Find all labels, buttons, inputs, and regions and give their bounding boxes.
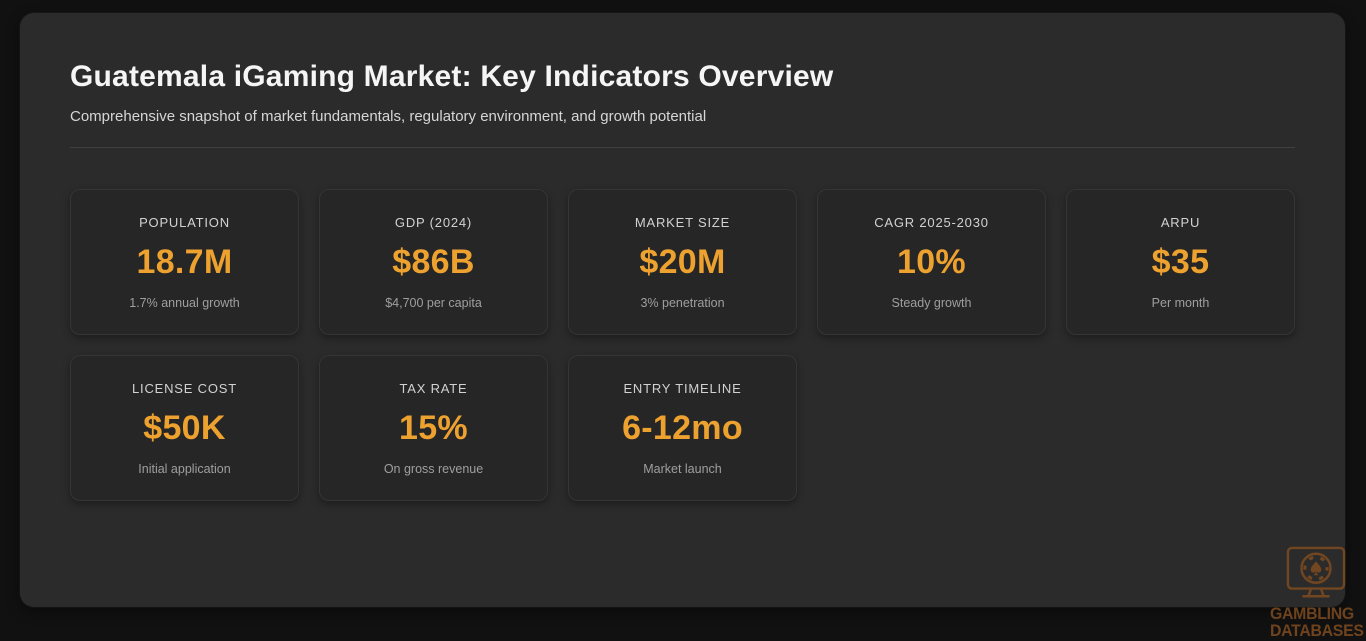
stat-card-label: CAGR 2025-2030 — [874, 214, 989, 230]
main-panel: Guatemala iGaming Market: Key Indicators… — [20, 13, 1345, 607]
stat-card-value: $35 — [1151, 242, 1210, 281]
stat-card: ENTRY TIMELINE 6-12mo Market launch — [568, 355, 797, 501]
stat-card-subtext: Steady growth — [891, 295, 972, 310]
stat-card-label: LICENSE COST — [132, 380, 237, 396]
page-title: Guatemala iGaming Market: Key Indicators… — [70, 60, 834, 93]
stat-card-label: TAX RATE — [399, 380, 468, 396]
stat-card-subtext: On gross revenue — [383, 461, 484, 476]
divider — [70, 147, 1295, 148]
stat-card: TAX RATE 15% On gross revenue — [319, 355, 548, 501]
watermark-text-line2: DATABASES — [1270, 622, 1364, 641]
stat-card: POPULATION 18.7M 1.7% annual growth — [70, 189, 299, 335]
stat-card-value: 6-12mo — [622, 408, 743, 447]
stat-card-value: 18.7M — [136, 242, 233, 281]
stat-card-value: 15% — [399, 408, 468, 447]
stat-card: MARKET SIZE $20M 3% penetration — [568, 189, 797, 335]
stat-card-label: MARKET SIZE — [634, 214, 731, 230]
stat-card-subtext: Initial application — [138, 461, 231, 476]
stat-card-subtext: 1.7% annual growth — [129, 295, 240, 310]
stat-card-value: 10% — [897, 242, 966, 281]
stat-cards-grid: POPULATION 18.7M 1.7% annual growth GDP … — [70, 189, 1295, 501]
stat-card: LICENSE COST $50K Initial application — [70, 355, 299, 501]
stat-card-label: ENTRY TIMELINE — [623, 380, 742, 396]
stat-card-value: $50K — [143, 408, 226, 447]
stat-card-subtext: $4,700 per capita — [385, 295, 482, 310]
stat-card-value: $86B — [392, 242, 475, 281]
watermark-text-line1: GAMBLING — [1270, 604, 1354, 623]
stat-card-subtext: 3% penetration — [640, 295, 725, 310]
stat-card: ARPU $35 Per month — [1066, 189, 1295, 335]
stat-card-subtext: Per month — [1151, 295, 1210, 310]
stat-card-label: POPULATION — [139, 214, 230, 230]
stat-card-subtext: Market launch — [643, 461, 722, 476]
stat-card-label: GDP (2024) — [394, 214, 473, 230]
stat-card: GDP (2024) $86B $4,700 per capita — [319, 189, 548, 335]
page-subtitle: Comprehensive snapshot of market fundame… — [70, 108, 707, 125]
stat-card-label: ARPU — [1160, 214, 1201, 230]
stat-card: CAGR 2025-2030 10% Steady growth — [817, 189, 1046, 335]
stat-card-value: $20M — [639, 242, 726, 281]
